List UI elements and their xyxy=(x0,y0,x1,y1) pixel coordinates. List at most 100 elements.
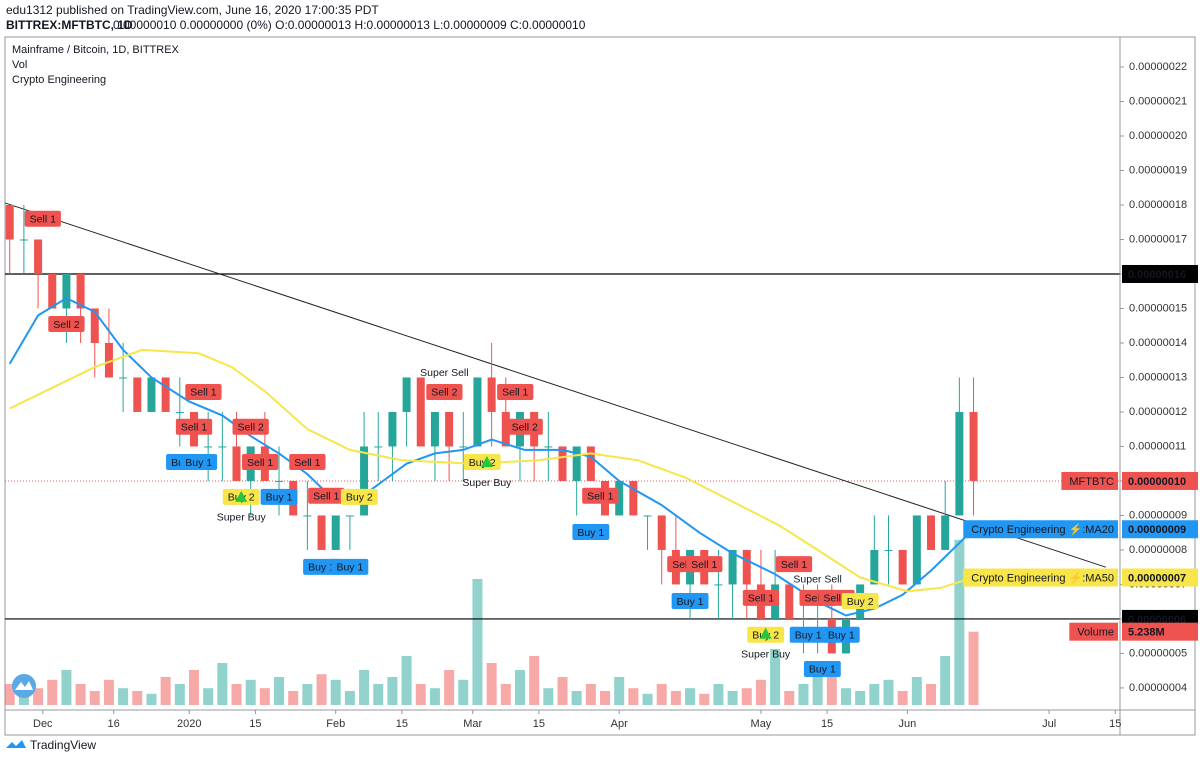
signal-triangle xyxy=(235,490,248,502)
signal-label: Buy 1 xyxy=(308,562,335,574)
volume-bar xyxy=(529,656,540,705)
candle-body xyxy=(104,342,113,378)
price-tag-name xyxy=(1061,471,1118,490)
signal-badge xyxy=(260,488,298,505)
signal-label: Sell 2 xyxy=(238,422,264,434)
x-tick-label: May xyxy=(751,718,772,730)
trendline xyxy=(4,202,1106,568)
signal-label: Buy 1 xyxy=(795,630,822,642)
y-tick-label: 0.00000011 xyxy=(1129,440,1186,452)
candle-body xyxy=(459,446,468,448)
volume-bar xyxy=(458,679,469,705)
y-tick-label: 0.00000005 xyxy=(1129,647,1187,659)
signal-label: Sell 1 xyxy=(247,457,273,469)
candle-body xyxy=(813,618,822,620)
symbol: BITTREX:MFTBTC, 1D xyxy=(6,18,133,32)
candle-body xyxy=(501,411,510,447)
candle-body xyxy=(615,480,624,516)
plot-area: Sell 1 Sell 2 Sell 1 Sell 1 Sell 2 Sell 1 Sell… xyxy=(4,202,1120,705)
volume-bar xyxy=(146,693,157,705)
volume-bar xyxy=(415,684,426,705)
volume-bar xyxy=(61,670,72,705)
signal-label: Buy 1 xyxy=(336,562,363,574)
volume-bar xyxy=(274,677,285,705)
candle-body xyxy=(728,549,737,585)
volume-bar xyxy=(316,674,327,705)
signal-label: Buy 1 xyxy=(185,457,212,469)
signal-badge xyxy=(232,418,269,435)
volume-bar xyxy=(585,684,596,705)
price-tag-text: 0.00000016 xyxy=(1128,269,1186,281)
candle-body xyxy=(402,377,411,412)
signal-badge xyxy=(582,487,619,504)
volume-bar xyxy=(741,688,752,705)
volume-bar xyxy=(727,691,738,705)
volume-bar xyxy=(47,679,58,705)
volume-bar xyxy=(444,670,455,705)
candle-body xyxy=(430,411,439,447)
volume-bar xyxy=(500,684,511,705)
signal-label: Sell 1 xyxy=(781,559,807,571)
legend-item: Vol xyxy=(12,59,27,71)
volume-bar xyxy=(203,688,214,705)
candle-body xyxy=(941,515,950,550)
price-tag-text: 0.00000009 xyxy=(1128,524,1186,536)
signal-label: Sell 2 xyxy=(512,422,538,434)
volume-bar xyxy=(302,684,313,705)
volume-bar xyxy=(174,684,185,705)
y-tick-label: 0.00000008 xyxy=(1129,544,1187,556)
price-tag xyxy=(1122,264,1198,283)
y-tick-label: 0.00000014 xyxy=(1129,337,1187,349)
x-tick-label: 15 xyxy=(396,718,408,730)
y-tick-label: 0.00000012 xyxy=(1129,406,1187,418)
volume-bar xyxy=(217,663,228,705)
candle-body xyxy=(742,549,751,585)
price-tag-name xyxy=(1069,622,1118,641)
y-tick-label: 0.00000004 xyxy=(1129,682,1187,694)
volume-bar xyxy=(359,670,370,705)
volume-bar xyxy=(231,684,242,705)
publisher-line: edu1312 published on TradingView.com, Ju… xyxy=(6,3,379,17)
volume-bar xyxy=(245,679,256,705)
volume-bar xyxy=(883,679,894,705)
volume-bar xyxy=(628,688,639,705)
signal-badge xyxy=(175,418,213,435)
volume-bar xyxy=(344,691,355,705)
candle-body xyxy=(629,480,638,516)
signal-label: Super Sell xyxy=(793,574,841,586)
volume-bar xyxy=(670,691,681,705)
candle-body xyxy=(473,377,482,447)
volume-bar xyxy=(543,688,554,705)
volume-bar xyxy=(373,684,384,705)
candle-body xyxy=(870,549,879,585)
y-tick-label: 0.00000022 xyxy=(1129,61,1187,73)
volume-bar xyxy=(812,677,823,705)
x-tick-label: Jul xyxy=(1042,718,1056,730)
candle-body xyxy=(119,377,128,379)
price-tag-name-text: Volume xyxy=(1077,627,1114,639)
x-tick-label: 2020 xyxy=(177,718,201,730)
y-tick-label: 0.00000019 xyxy=(1129,164,1187,176)
price-tag-text: 0.00000010 xyxy=(1128,476,1186,488)
volume-bar xyxy=(4,684,15,705)
frame xyxy=(4,36,1196,736)
volume-bar xyxy=(103,679,114,705)
candle-body xyxy=(133,377,142,412)
volume-bar xyxy=(940,656,951,705)
legend-item: Crypto Engineering xyxy=(12,74,106,86)
volume-bar xyxy=(685,688,696,705)
price-tag-name-text: MFTBTC xyxy=(1069,476,1114,488)
y-tick-label: 0.00000017 xyxy=(1129,233,1187,245)
candle-body xyxy=(62,273,71,309)
volume-bar xyxy=(89,691,100,705)
signal-label: Buy 1 xyxy=(577,527,604,539)
signal-label: Sell 1 xyxy=(502,387,528,399)
signal-label: Buy 1 xyxy=(809,664,836,676)
y-tick-label: 0.00000009 xyxy=(1129,509,1187,521)
price-tag xyxy=(1122,471,1198,490)
volume-bar xyxy=(656,684,667,705)
volume-bar xyxy=(826,663,837,705)
signal-badge xyxy=(497,383,534,400)
x-tick-label: Dec xyxy=(33,718,53,730)
candle-body xyxy=(714,584,723,586)
